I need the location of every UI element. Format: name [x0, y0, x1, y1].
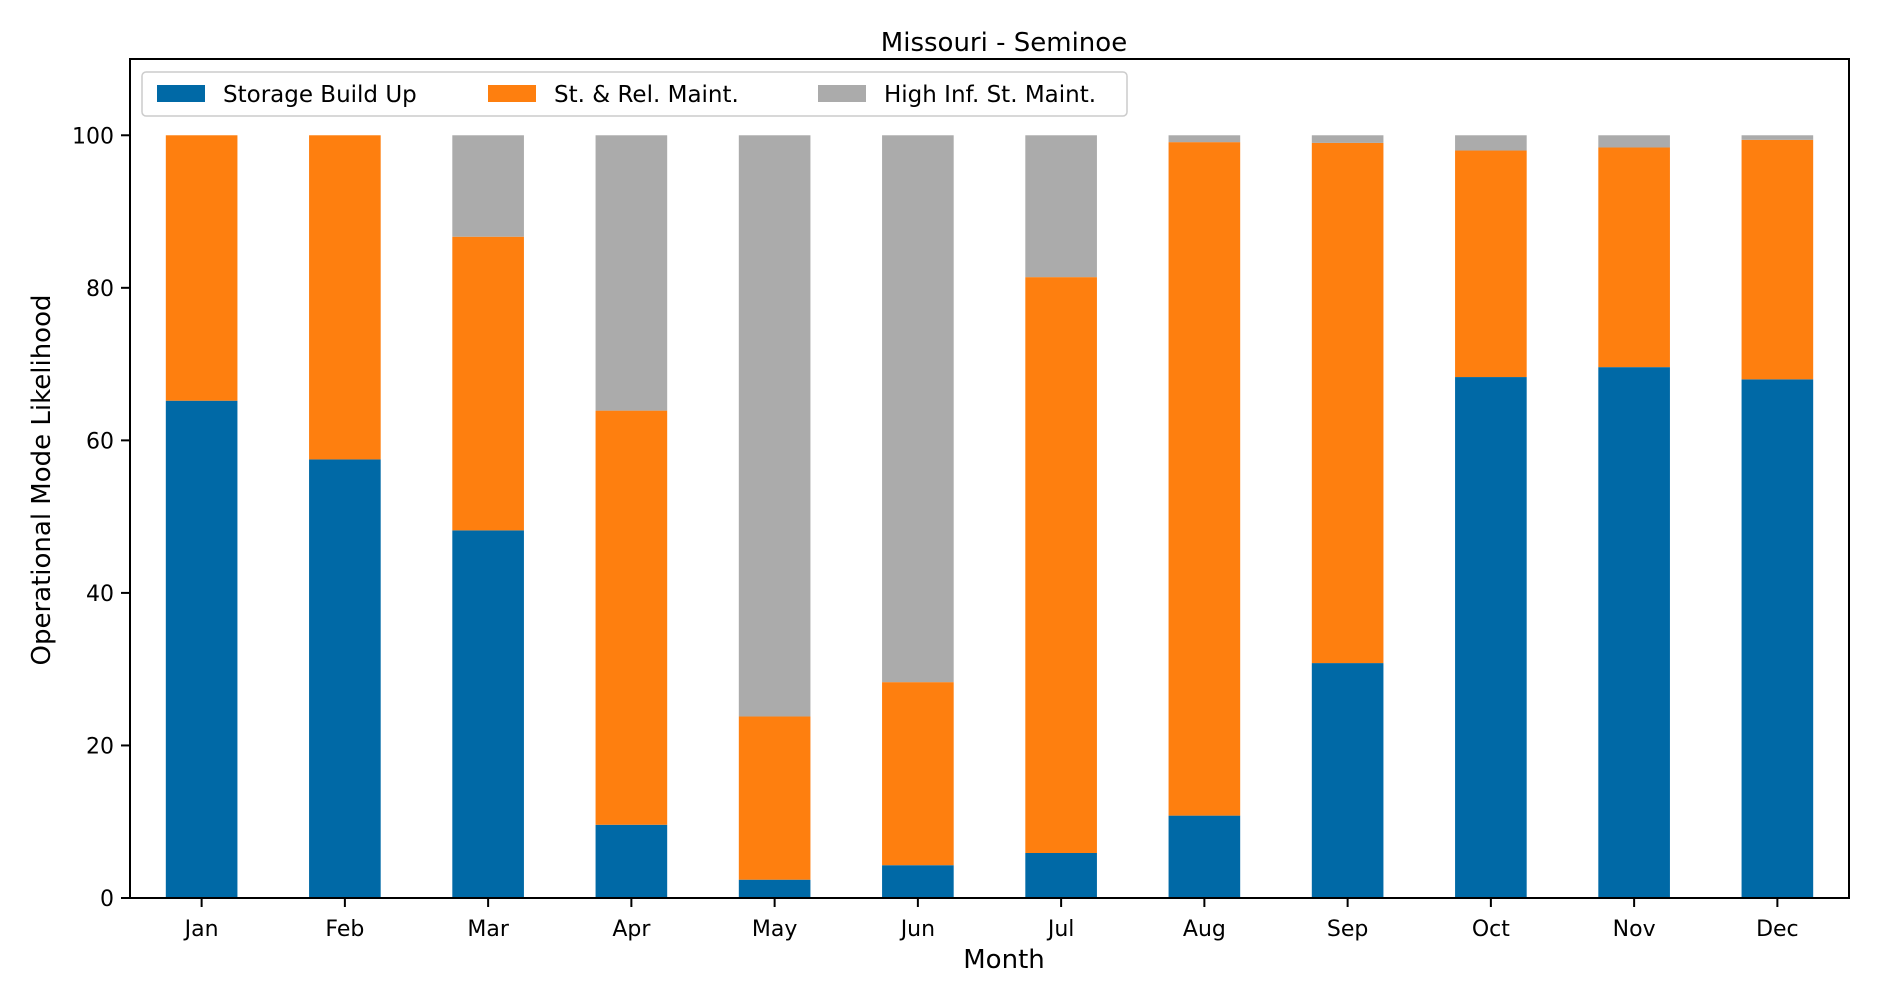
- bar-jan-series-0: [165, 400, 238, 898]
- legend-label: High Inf. St. Maint.: [884, 82, 1096, 108]
- x-tick-label: Jun: [899, 917, 935, 942]
- x-tick-label: Aug: [1183, 917, 1226, 942]
- x-tick-label: May: [752, 917, 797, 942]
- bar-jun-series-2: [882, 135, 954, 683]
- legend: Storage Build Up St. & Rel. Maint. High In…: [141, 71, 1128, 117]
- bar-apr-series-1: [595, 410, 668, 825]
- y-tick-label: 20: [86, 734, 114, 759]
- x-tick-label: Nov: [1613, 917, 1656, 942]
- bar-jul-series-0: [1025, 852, 1097, 898]
- legend-box: [141, 71, 1128, 117]
- bar-mar-series-2: [452, 135, 524, 237]
- x-tick-label: Jul: [1046, 917, 1075, 942]
- legend-label: St. & Rel. Maint.: [554, 82, 739, 108]
- x-axis: Jan Feb Mar Apr May Jun Jul Aug Sep Oct Nov Dec: [183, 898, 1799, 942]
- y-tick-label: 80: [86, 277, 114, 302]
- x-tick-label: Mar: [467, 917, 509, 942]
- bar-may-series-0: [738, 879, 811, 898]
- y-axis: 0 20 40 60 80 100: [72, 124, 130, 912]
- bar-dec-series-1: [1741, 139, 1814, 380]
- bar-mar-series-1: [452, 236, 524, 531]
- y-tick-label: 100: [72, 124, 114, 149]
- legend-swatch: [818, 85, 866, 102]
- x-axis-label: Month: [963, 945, 1045, 975]
- x-tick-label: Dec: [1756, 917, 1799, 942]
- bar-aug-series-0: [1168, 815, 1241, 898]
- bar-apr-series-0: [595, 824, 668, 898]
- bar-oct-series-0: [1455, 377, 1527, 899]
- bar-sep-series-1: [1311, 142, 1384, 664]
- x-tick-label: Jan: [183, 917, 219, 942]
- bar-aug-series-2: [1168, 135, 1241, 143]
- bar-jun-series-1: [882, 682, 954, 866]
- x-tick-label: Apr: [612, 917, 651, 942]
- bar-aug-series-1: [1168, 142, 1241, 816]
- bar-dec-series-0: [1741, 379, 1814, 898]
- x-tick-label: Feb: [325, 917, 364, 942]
- bars-group: [165, 135, 1814, 899]
- bar-may-series-2: [738, 135, 811, 717]
- x-tick-label: Sep: [1327, 917, 1368, 942]
- bar-nov-series-0: [1598, 367, 1670, 898]
- bar-jan-series-1: [165, 135, 238, 401]
- bar-jul-series-2: [1025, 135, 1097, 278]
- y-tick-label: 40: [86, 582, 114, 607]
- bar-nov-series-2: [1598, 135, 1670, 148]
- bar-feb-series-1: [309, 135, 381, 460]
- bar-oct-series-2: [1455, 135, 1527, 151]
- legend-label: Storage Build Up: [223, 82, 417, 108]
- legend-swatch: [488, 85, 536, 102]
- chart-title: Missouri - Seminoe: [881, 28, 1127, 58]
- bar-jun-series-0: [882, 865, 954, 898]
- bar-apr-series-2: [595, 135, 668, 411]
- x-tick-label: Oct: [1472, 917, 1510, 942]
- y-tick-label: 60: [86, 429, 114, 454]
- bar-dec-series-2: [1741, 135, 1814, 140]
- y-tick-label: 0: [100, 887, 114, 912]
- bar-sep-series-2: [1311, 135, 1384, 143]
- legend-swatch: [157, 85, 205, 102]
- bar-jul-series-1: [1025, 277, 1097, 853]
- bar-may-series-1: [738, 716, 811, 880]
- bar-oct-series-1: [1455, 150, 1527, 378]
- bar-sep-series-0: [1311, 663, 1384, 898]
- bar-nov-series-1: [1598, 147, 1670, 368]
- plot-frame: [129, 58, 1850, 899]
- y-axis-label: Operational Mode Likelihood: [27, 295, 57, 666]
- bar-mar-series-0: [452, 530, 524, 898]
- bar-feb-series-0: [309, 459, 381, 898]
